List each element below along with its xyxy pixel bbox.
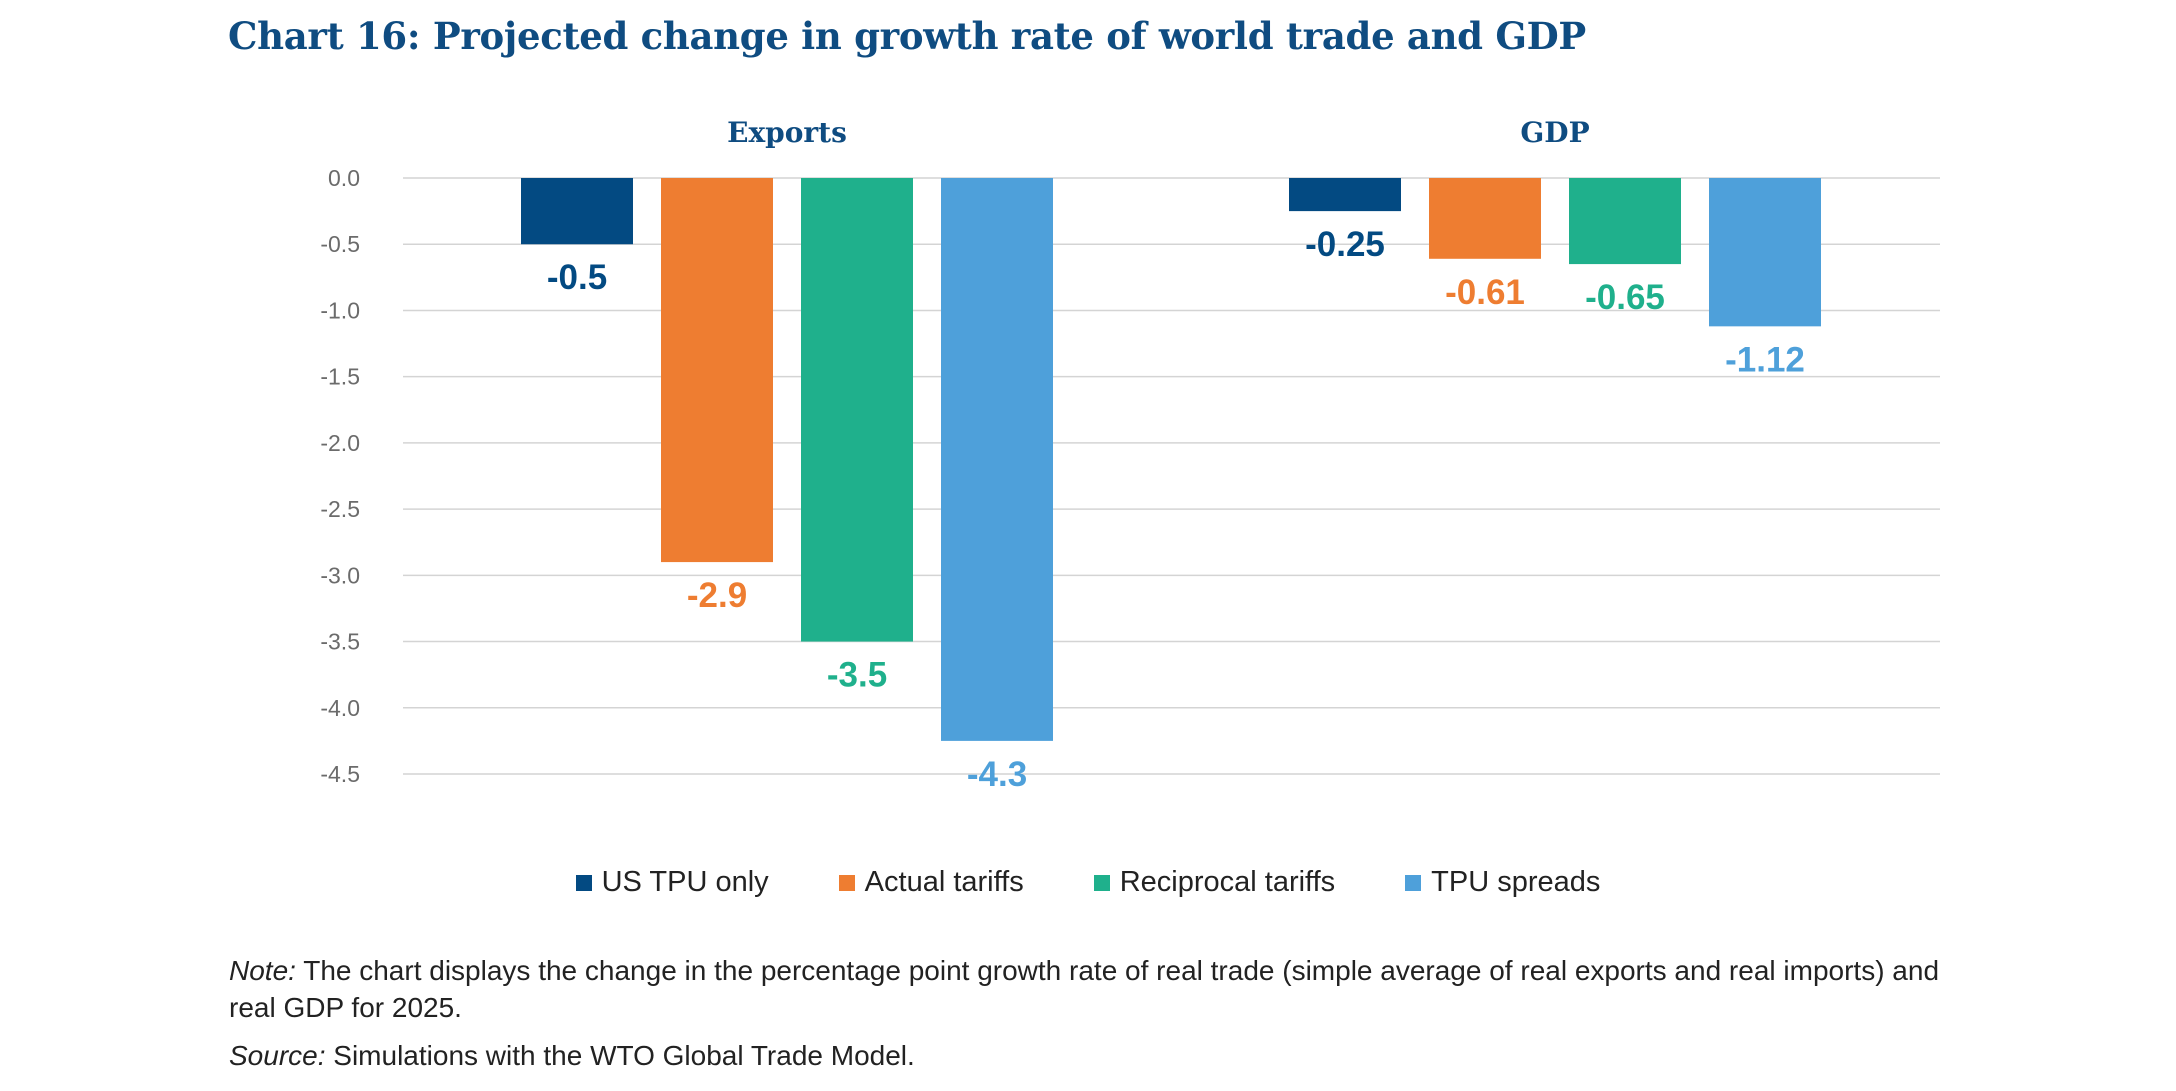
- legend-item: TPU spreads: [1405, 866, 1600, 899]
- bar-chart: 0.0-0.5-1.0-1.5-2.0-2.5-3.0-3.5-4.0-4.5 …: [320, 116, 1940, 794]
- note-label: Note:: [229, 955, 296, 986]
- data-label: -0.65: [1585, 278, 1665, 317]
- source-text: Simulations with the WTO Global Trade Mo…: [325, 1040, 915, 1071]
- y-tick-label: -2.5: [320, 496, 360, 522]
- data-label: -2.9: [687, 576, 747, 615]
- chart-title: Chart 16: Projected change in growth rat…: [228, 14, 1586, 58]
- data-labels: -0.5 -0.25 -2.9 -0.61 -3.5 -0.65 -4.3 -1.12: [547, 225, 1805, 794]
- bar: [941, 178, 1053, 741]
- bars: [521, 178, 1821, 741]
- gridlines: [403, 177, 1940, 775]
- y-tick-label: 0.0: [328, 165, 360, 191]
- data-label: -4.3: [967, 755, 1027, 794]
- y-axis-ticks: 0.0 -0.5 -1.0 -1.5 -2.0 -2.5 -3.0 -3.5 -4.0 -4.5: [320, 165, 360, 787]
- y-tick-label: -1.5: [320, 364, 360, 390]
- bar: [1709, 178, 1821, 327]
- y-tick-label: -0.5: [320, 231, 360, 257]
- y-tick-label: -3.5: [320, 629, 360, 655]
- legend-swatch: [575, 874, 592, 891]
- bar: [661, 178, 773, 563]
- y-tick-label: -4.5: [320, 761, 360, 787]
- legend-label: US TPU only: [601, 866, 769, 898]
- legend: US TPU only Actual tariffs Reciprocal tari…: [0, 866, 2176, 899]
- legend-swatch: [1093, 874, 1110, 891]
- note-line: Note: The chart displays the change in t…: [229, 952, 1969, 1026]
- note-text: The chart displays the change in the per…: [229, 955, 1940, 1023]
- data-label: -3.5: [827, 656, 887, 695]
- bar: [521, 178, 633, 245]
- legend-item: US TPU only: [575, 866, 769, 899]
- y-tick-label: -1.0: [320, 297, 360, 323]
- notes: Note: The chart displays the change in t…: [229, 952, 1969, 1085]
- legend-swatch: [1405, 874, 1422, 891]
- legend-swatch: [838, 874, 855, 891]
- data-label: -0.5: [547, 258, 607, 297]
- y-tick-label: -2.0: [320, 430, 360, 456]
- y-tick-label: -3.0: [320, 562, 360, 588]
- legend-item: Actual tariffs: [838, 866, 1024, 899]
- bar: [1289, 178, 1401, 212]
- legend-label: Actual tariffs: [864, 866, 1024, 898]
- y-tick-label: -4.0: [320, 695, 360, 721]
- legend-label: TPU spreads: [1431, 866, 1601, 898]
- source-label: Source:: [229, 1040, 326, 1071]
- panel-title: Exports: [727, 116, 847, 149]
- data-label: -0.61: [1445, 273, 1525, 312]
- bar: [1429, 178, 1541, 259]
- panel-titles: Exports GDP: [727, 116, 1590, 149]
- legend-label: Reciprocal tariffs: [1119, 866, 1336, 898]
- bar: [801, 178, 913, 642]
- data-label: -1.12: [1725, 340, 1805, 379]
- bar: [1569, 178, 1681, 265]
- data-label: -0.25: [1305, 225, 1385, 264]
- legend-item: Reciprocal tariffs: [1093, 866, 1336, 899]
- panel-title: GDP: [1520, 116, 1589, 149]
- source-line: Source: Simulations with the WTO Global …: [229, 1037, 1969, 1074]
